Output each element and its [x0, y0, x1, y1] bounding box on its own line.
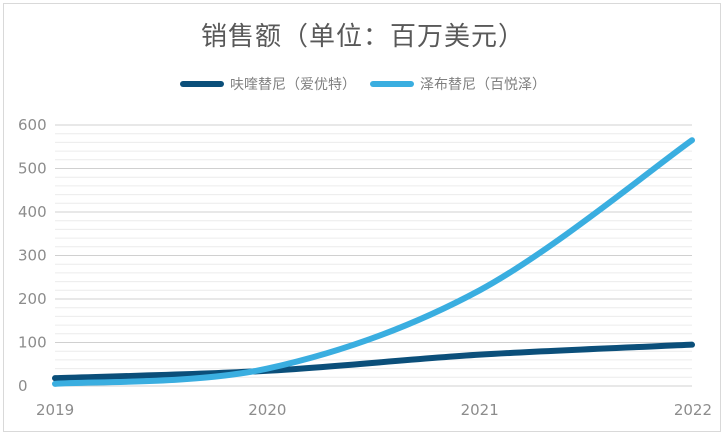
y-tick-label: 400: [18, 203, 47, 221]
y-tick-label: 0: [18, 377, 28, 395]
chart-card: [3, 3, 721, 432]
y-tick-label: 600: [18, 116, 47, 134]
x-tick-label: 2021: [461, 401, 499, 419]
legend-swatch-series-1: [180, 81, 224, 87]
legend: 呋喹替尼（爱优特） 泽布替尼（百悦泽）: [0, 74, 726, 94]
chart-title: 销售额（单位：百万美元）: [200, 22, 525, 52]
legend-label-series-2: 泽布替尼（百悦泽）: [420, 77, 546, 93]
legend-label-series-1: 呋喹替尼（爱优特）: [230, 77, 356, 93]
legend-item-series-1: 呋喹替尼（爱优特）: [180, 74, 356, 94]
x-tick-label: 2022: [674, 401, 712, 419]
y-tick-label: 500: [18, 160, 47, 178]
legend-item-series-2: 泽布替尼（百悦泽）: [370, 74, 546, 94]
series-line-2: [52, 137, 695, 387]
series-line-1: [52, 341, 695, 382]
y-tick-label: 300: [18, 247, 47, 265]
x-tick-label: 2020: [248, 401, 286, 419]
x-tick-label: 2019: [36, 401, 74, 419]
legend-swatch-series-2: [370, 81, 414, 87]
y-tick-label: 100: [18, 334, 47, 352]
y-tick-label: 200: [18, 290, 47, 308]
